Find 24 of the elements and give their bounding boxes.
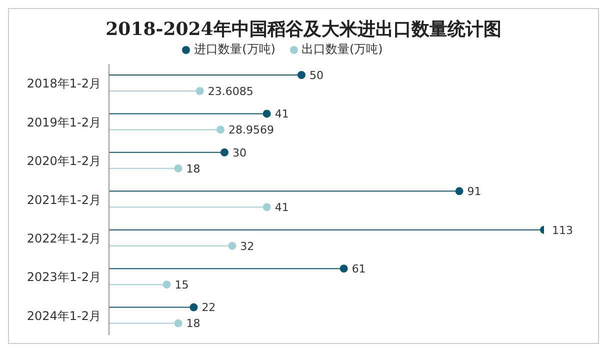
legend-label: 进口数量(万吨)	[193, 41, 276, 58]
data-label: 18	[186, 162, 200, 176]
legend-label: 出口数量(万吨)	[300, 41, 383, 58]
y-tick-label: 2018年1-2月	[26, 76, 101, 91]
data-label: 41	[274, 108, 289, 121]
data-label: 15	[174, 278, 189, 292]
data-label: 32	[240, 240, 254, 253]
y-tick-label: 2022年1-2月	[26, 231, 101, 246]
data-label: 61	[352, 262, 366, 276]
data-label: 41	[274, 201, 289, 214]
y-tick-label: 2019年1-2月	[26, 115, 101, 130]
data-label: 28.9569	[228, 124, 274, 137]
data-label: 113	[552, 224, 573, 237]
y-tick-label: 2024年1-2月	[26, 308, 101, 323]
y-tick-label: 2020年1-2月	[26, 154, 101, 168]
data-label: 18	[186, 317, 200, 330]
y-tick-label: 2023年1-2月	[26, 270, 101, 284]
y-tick-label: 2021年1-2月	[26, 192, 101, 207]
data-label: 22	[202, 301, 216, 314]
data-label: 30	[232, 146, 246, 160]
chart-title: 2018-2024年中国稻谷及大米进出口数量统计图	[104, 18, 502, 41]
data-label: 23.6085	[208, 84, 254, 98]
data-label: 91	[467, 185, 482, 198]
data-label: 50	[309, 68, 324, 82]
